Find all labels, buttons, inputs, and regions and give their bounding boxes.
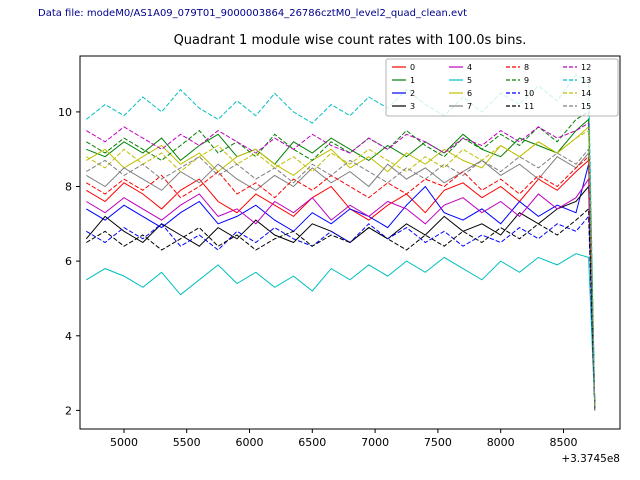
axes-frame [79,55,621,430]
series-line-4 [86,177,596,411]
legend-label-8: 8 [524,63,529,72]
series-line-15 [86,147,596,411]
series-line-5 [86,253,596,411]
series-line-3 [85,185,596,411]
x-tick-label: 8000 [487,436,515,449]
y-tick-label: 6 [65,255,72,268]
legend-label-10: 10 [524,89,534,98]
legend-box [385,58,619,117]
series-line-9 [86,111,596,411]
y-tick-label: 4 [65,330,72,343]
y-tick-label: 8 [65,181,72,194]
series-line-2 [86,164,596,411]
legend-label-14: 14 [581,89,591,98]
legend-label-2: 2 [410,89,415,98]
x-tick-label: 7500 [424,436,452,449]
chart-title: Quadrant 1 module wise count rates with … [173,33,527,48]
legend-label-11: 11 [524,102,534,111]
legend-label-13: 13 [581,76,591,85]
legend-label-12: 12 [581,63,591,72]
legend-label-6: 6 [467,89,472,98]
legend-label-1: 1 [410,76,415,85]
x-tick-label: 5000 [110,436,138,449]
series-line-11 [86,207,596,411]
legend-label-9: 9 [524,76,529,85]
x-tick-label: 6000 [236,436,264,449]
series-line-6 [86,125,596,411]
legend-label-0: 0 [410,63,415,72]
legend-label-4: 4 [467,63,472,72]
y-tick-label: 2 [65,404,72,417]
x-tick-label: 8500 [550,436,578,449]
legend-label-3: 3 [410,102,415,111]
series-line-8 [86,155,596,411]
data-file-label: Data file: modeM0/AS1A09_079T01_90000038… [38,8,468,19]
series-line-14 [86,129,596,411]
y-tick-label: 10 [58,106,72,119]
x-tick-label: 6500 [298,436,326,449]
x-tick-label: 7000 [361,436,389,449]
series-line-12 [86,122,596,411]
series-line-13 [85,74,596,411]
series-line-10 [86,215,596,411]
series-line-0 [86,159,596,411]
series-line-7 [86,151,596,411]
legend-label-7: 7 [467,102,472,111]
x-tick-label: 5500 [173,436,201,449]
legend-label-5: 5 [467,76,472,85]
x-axis-offset-label: +3.3745e8 [561,453,620,465]
series-line-1 [86,118,596,411]
legend-label-15: 15 [581,102,591,111]
